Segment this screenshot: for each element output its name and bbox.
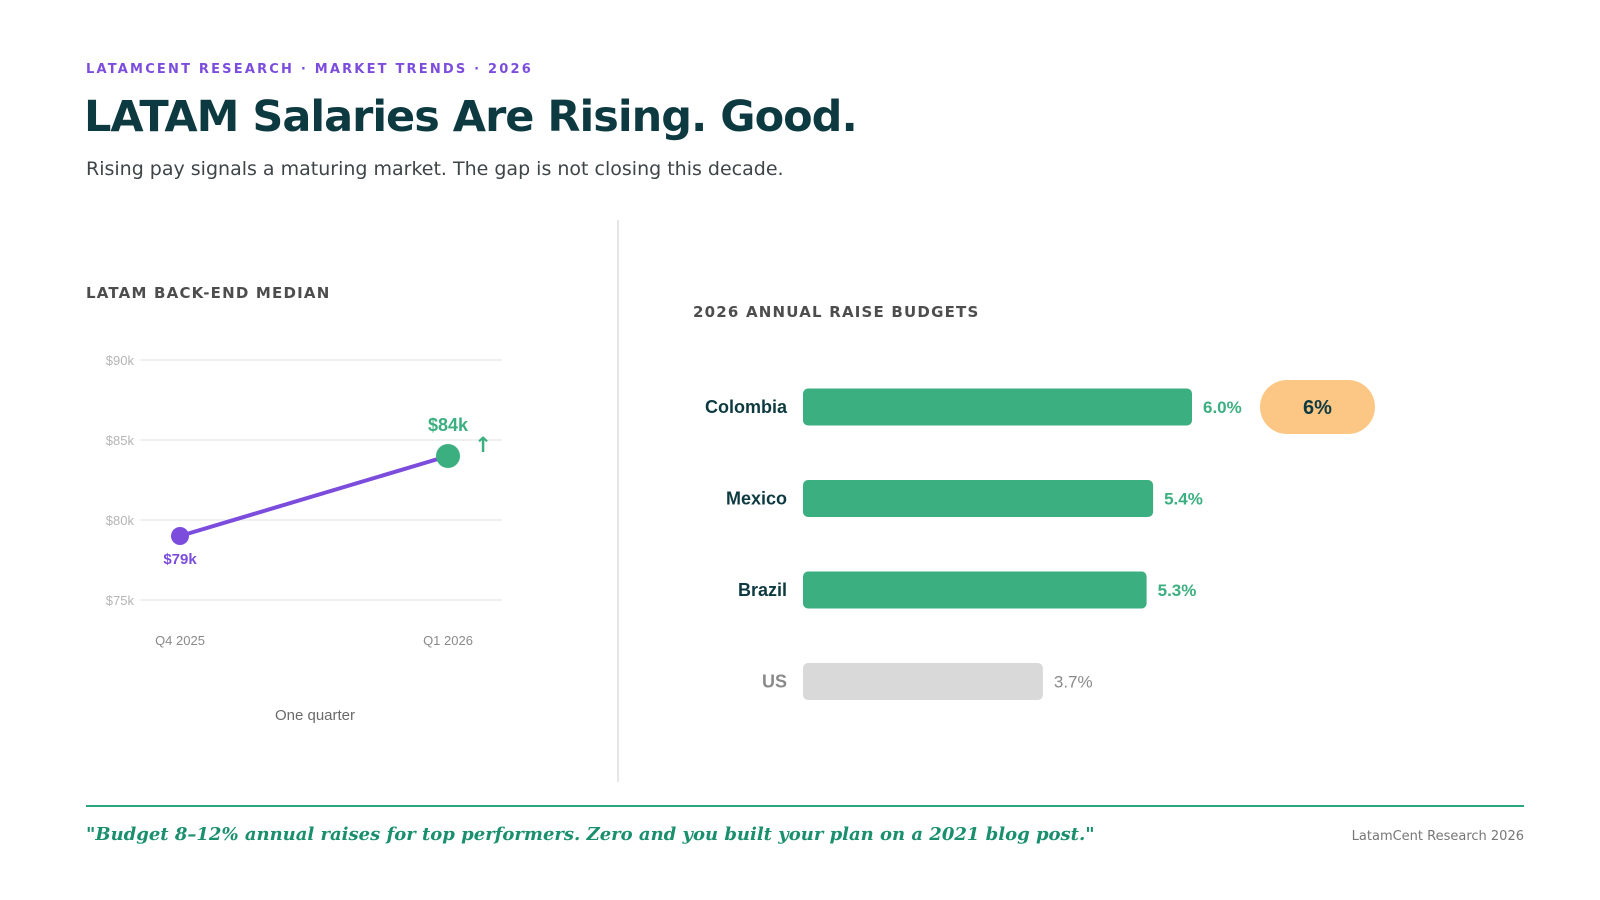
bar-value-label: 5.3% xyxy=(1158,581,1197,600)
bar-category-label: US xyxy=(762,672,787,692)
data-point xyxy=(171,527,189,545)
x-tick-label: Q1 2026 xyxy=(423,633,473,648)
line-chart: $90k $85k $80k $75k Q4 2025 Q1 2026 $79k $84k↑ O… xyxy=(106,353,502,724)
line-chart-title: LATAM BACK-END MEDIAN xyxy=(86,284,331,302)
y-tick-label: $75k xyxy=(106,593,135,608)
series-line xyxy=(178,454,450,538)
y-tick-label: $80k xyxy=(106,513,135,528)
bar xyxy=(803,663,1043,700)
data-point xyxy=(436,444,460,468)
bar xyxy=(803,388,1192,426)
data-label: $84k xyxy=(428,415,469,435)
x-axis-title: One quarter xyxy=(275,707,355,724)
bar-category-label: Mexico xyxy=(726,489,787,509)
bar-category-label: Brazil xyxy=(738,580,787,600)
page-subtitle: Rising pay signals a maturing market. Th… xyxy=(86,158,784,180)
data-label: $79k xyxy=(163,551,197,568)
footer-credit: LatamCent Research 2026 xyxy=(1351,829,1524,844)
footer-quote: "Budget 8–12% annual raises for top perf… xyxy=(86,824,1095,845)
eyebrow: LATAMCENT RESEARCH · MARKET TRENDS · 202… xyxy=(86,62,534,77)
x-tick-label: Q4 2025 xyxy=(155,633,205,648)
bar xyxy=(803,571,1147,609)
bar-value-label: 3.7% xyxy=(1054,673,1093,692)
highlight-pill-label: 6% xyxy=(1303,397,1332,419)
y-tick-label: $90k xyxy=(106,353,135,368)
highlight-pill xyxy=(1260,380,1375,434)
bar-category-label: Colombia xyxy=(705,397,788,417)
panel-divider xyxy=(617,220,619,782)
page-title: LATAM Salaries Are Rising. Good. xyxy=(84,92,858,142)
bar-value-label: 5.4% xyxy=(1164,490,1203,509)
bar-value-label: 6.0% xyxy=(1203,398,1242,417)
footer-divider xyxy=(86,805,1524,807)
bar-chart-title: 2026 ANNUAL RAISE BUDGETS xyxy=(693,303,980,321)
bar xyxy=(803,480,1154,517)
y-tick-label: $85k xyxy=(106,433,135,448)
trend-up-icon: ↑ xyxy=(474,433,492,457)
bar-chart: Colombia 6.0% 6% Mexico 5.4% Brazil 5.3% US 3.7% xyxy=(705,380,1375,700)
